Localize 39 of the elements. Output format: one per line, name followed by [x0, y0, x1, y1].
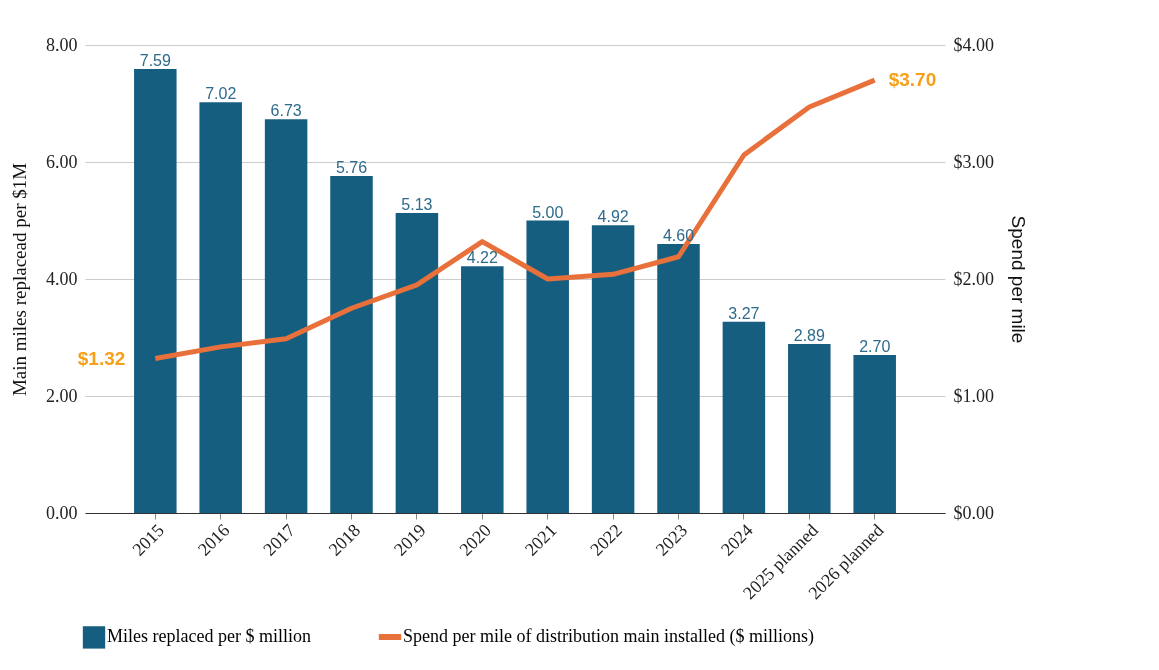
bar	[788, 343, 831, 513]
y2-tick-label: $2.00	[953, 268, 994, 289]
y-tick-label: 6.00	[46, 151, 78, 172]
data-label: $1.32	[77, 347, 126, 369]
data-label: $3.70	[888, 69, 937, 91]
y-tick-label: 8.00	[46, 34, 78, 55]
bar	[395, 212, 439, 513]
data-label: 4.22	[466, 249, 498, 267]
bar	[199, 102, 242, 513]
data-label: 5.00	[532, 203, 564, 221]
data-label: 2.70	[859, 338, 891, 356]
legend-label: Miles replaced per $ million	[107, 626, 311, 647]
y2-tick-label: $0.00	[953, 502, 994, 523]
bar	[330, 176, 373, 513]
y2-axis-title: Spend per mile	[1008, 215, 1029, 344]
data-label: 6.73	[270, 102, 302, 120]
bar	[591, 225, 635, 513]
data-label: 7.59	[139, 51, 171, 69]
y-tick-label: 4.00	[46, 268, 78, 289]
y-tick-label: 2.00	[46, 385, 78, 406]
bar	[526, 220, 569, 513]
bar	[722, 321, 766, 513]
y2-tick-label: $1.00	[953, 385, 994, 406]
bar	[134, 68, 177, 513]
y-tick-label: 0.00	[46, 502, 78, 523]
y2-tick-label: $4.00	[953, 34, 994, 55]
y-axis-title: Main miles replacead per $1M	[9, 162, 30, 397]
y2-tick-label: $3.00	[953, 151, 994, 172]
bar	[657, 243, 700, 513]
data-label: 3.27	[728, 304, 760, 322]
data-label: 5.13	[401, 195, 433, 213]
data-label: 2.89	[793, 326, 825, 344]
bar	[461, 266, 504, 513]
legend-label: Spend per mile of distribution main installed ($ millions)	[403, 626, 814, 647]
bar	[853, 355, 896, 513]
data-label: 5.76	[335, 159, 368, 177]
data-label: 4.92	[597, 208, 629, 226]
data-label: 7.02	[205, 85, 237, 103]
bar	[264, 119, 308, 513]
